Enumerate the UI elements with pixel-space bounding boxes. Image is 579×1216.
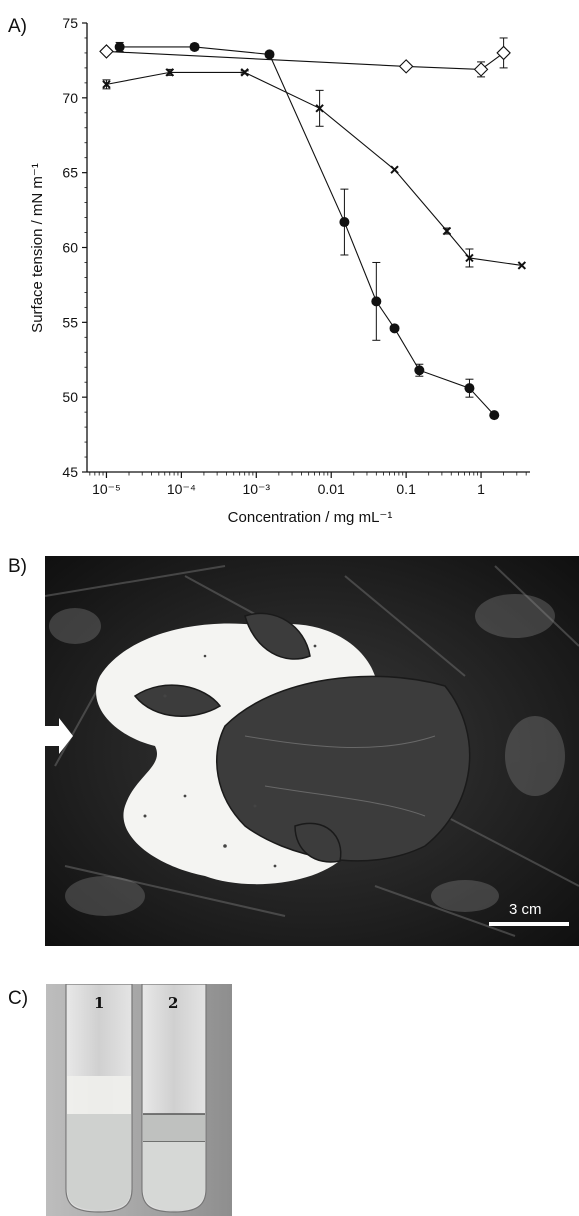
series-line [106,50,504,70]
y-axis-label: Surface tension / mN m⁻¹ [29,163,46,333]
test-tubes-photo: 1 2 [46,984,232,1216]
series-line [106,71,522,267]
data-point-diamond [398,59,414,74]
data-point-cross [517,261,527,270]
chart-marks [99,37,527,421]
tube-1-label: 1 [94,994,105,1012]
cross-stroke [465,253,474,263]
cross-stroke [165,68,174,77]
data-point-cross [442,226,452,236]
x-axis-label: Concentration / mg mL⁻¹ [228,509,393,526]
chart-axes: 45 50 55 60 65 70 75 10⁻⁵ 10⁻⁴ 10⁻³ 0.01 0.1 1 [62,15,530,497]
y-tick-label: 50 [62,389,78,405]
data-point-circle [389,323,400,334]
data-point-circle [264,49,275,60]
foam-photo: 3 cm [45,556,579,946]
surface-tension-chart: 45 50 55 60 65 70 75 10⁻⁵ 10⁻⁴ 10⁻³ 0.01 0.1 1 Conce… [29,15,530,526]
data-point-circle [414,365,425,376]
data-point-diamond [473,62,489,77]
scale-bar-label: 3 cm [509,901,542,918]
x-tick-label: 10⁻³ [242,481,270,497]
panel-c-label: C) [8,988,29,1009]
y-tick-label: 75 [62,15,78,31]
x-tick-label: 1 [477,481,485,497]
cross-stroke [102,80,111,89]
data-point-cross [102,80,111,89]
panel-a-label: A) [8,16,27,37]
x-tick-label: 0.01 [318,481,345,497]
foam-photo-image [45,556,579,946]
data-point-circle [489,410,500,421]
y-tick-label: 55 [62,314,78,330]
data-point-circle [371,296,382,307]
y-tick-label: 60 [62,240,78,256]
data-point-cross [240,68,249,77]
y-tick-label: 45 [62,464,78,480]
data-point-diamond [496,45,511,61]
data-point-circle [114,41,125,52]
cross-stroke [517,261,527,270]
data-point-circle [464,383,475,394]
panel-b-label: B) [8,556,27,577]
x-tick-label: 10⁻⁵ [92,481,121,497]
data-point-cross [465,253,474,263]
cross-stroke [315,104,324,113]
test-tubes-image [46,984,232,1216]
x-tick-label: 0.1 [396,481,416,497]
tube-2-label: 2 [168,994,179,1012]
cross-stroke [390,165,399,174]
data-point-circle [189,41,200,52]
data-point-cross [165,68,174,77]
cross-stroke [240,68,249,77]
y-tick-label: 65 [62,165,78,181]
data-point-circle [339,217,350,228]
data-point-diamond [99,44,114,59]
x-tick-label: 10⁻⁴ [167,481,196,497]
data-point-cross [390,165,399,174]
scale-bar [489,922,569,926]
cross-stroke [442,226,452,236]
y-tick-label: 70 [62,90,78,106]
data-point-cross [315,104,324,113]
